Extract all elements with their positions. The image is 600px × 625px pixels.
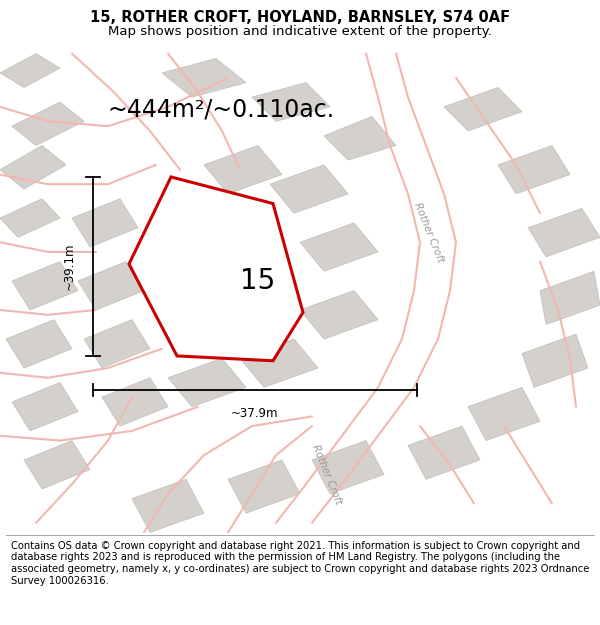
- Polygon shape: [24, 441, 90, 489]
- Polygon shape: [540, 271, 600, 324]
- Polygon shape: [444, 88, 522, 131]
- Polygon shape: [72, 199, 138, 247]
- Polygon shape: [6, 319, 72, 368]
- Polygon shape: [300, 223, 378, 271]
- Text: Rother Croft: Rother Croft: [310, 443, 344, 506]
- Polygon shape: [168, 358, 246, 407]
- Polygon shape: [312, 441, 384, 494]
- Polygon shape: [12, 382, 78, 431]
- Polygon shape: [84, 319, 150, 368]
- Polygon shape: [0, 54, 60, 88]
- Polygon shape: [408, 426, 480, 479]
- Text: Map shows position and indicative extent of the property.: Map shows position and indicative extent…: [108, 25, 492, 38]
- Polygon shape: [270, 165, 348, 213]
- Polygon shape: [468, 388, 540, 441]
- Polygon shape: [252, 82, 330, 121]
- Text: 15: 15: [241, 267, 275, 295]
- Polygon shape: [300, 291, 378, 339]
- Polygon shape: [0, 199, 60, 238]
- Text: 15, ROTHER CROFT, HOYLAND, BARNSLEY, S74 0AF: 15, ROTHER CROFT, HOYLAND, BARNSLEY, S74…: [90, 10, 510, 25]
- Polygon shape: [12, 262, 78, 310]
- Polygon shape: [522, 334, 588, 388]
- Polygon shape: [228, 460, 300, 513]
- Text: Contains OS data © Crown copyright and database right 2021. This information is : Contains OS data © Crown copyright and d…: [11, 541, 589, 586]
- Polygon shape: [204, 146, 282, 194]
- Polygon shape: [240, 339, 318, 388]
- Text: ~39.1m: ~39.1m: [62, 242, 76, 290]
- Text: Rother Croft: Rother Croft: [412, 201, 446, 264]
- Polygon shape: [132, 479, 204, 532]
- Polygon shape: [102, 378, 168, 426]
- Text: ~37.9m: ~37.9m: [231, 408, 279, 421]
- Polygon shape: [78, 262, 144, 310]
- Polygon shape: [129, 177, 303, 361]
- Polygon shape: [0, 146, 66, 189]
- Text: ~444m²/~0.110ac.: ~444m²/~0.110ac.: [108, 98, 335, 121]
- Polygon shape: [162, 58, 246, 97]
- Polygon shape: [324, 116, 396, 160]
- Polygon shape: [498, 146, 570, 194]
- Polygon shape: [528, 208, 600, 257]
- Polygon shape: [12, 102, 84, 146]
